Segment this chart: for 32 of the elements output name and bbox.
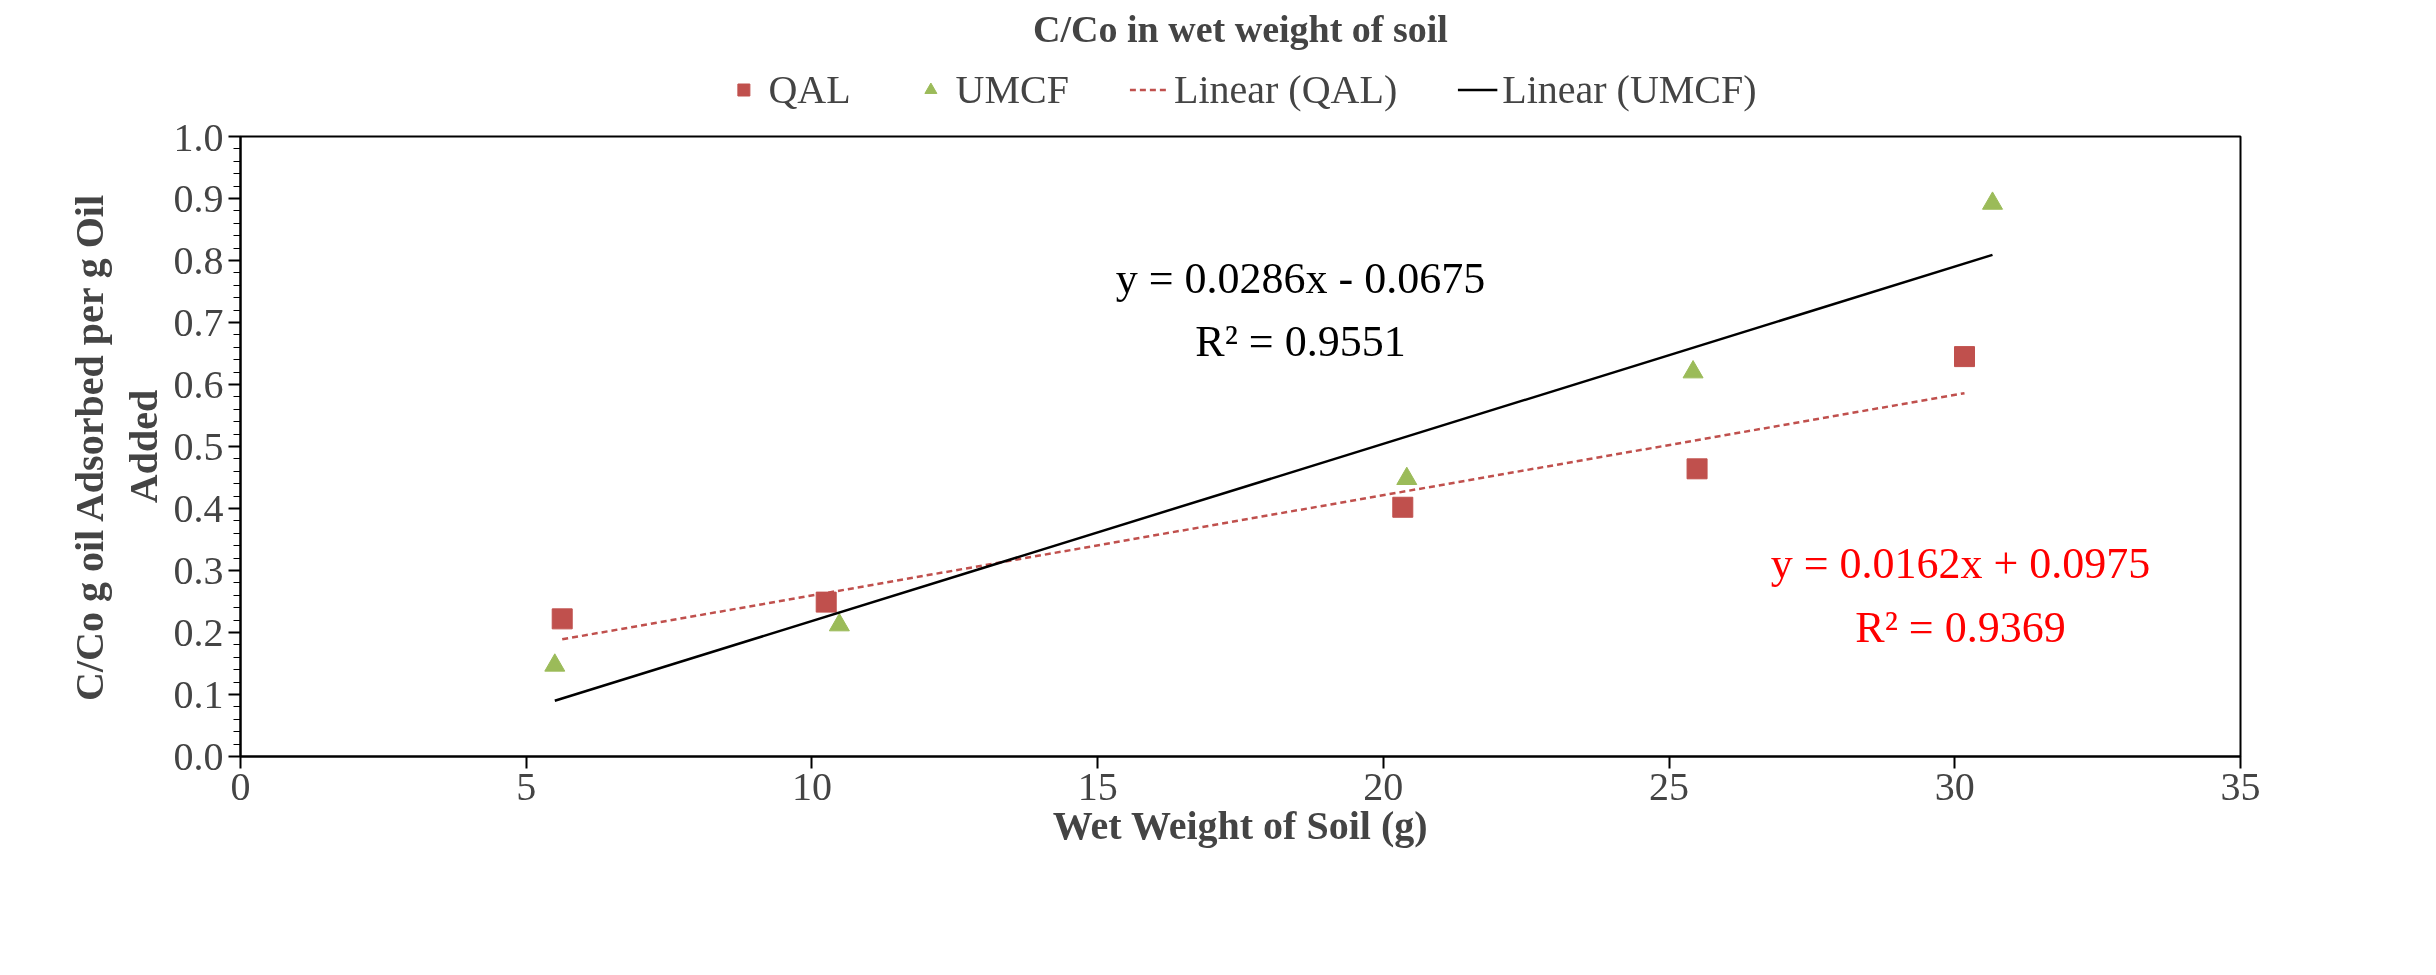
x-tick-label: 35 (2220, 763, 2261, 809)
y-tick-label: 1.0 (173, 114, 224, 160)
y-tick-label: 0.0 (173, 733, 224, 779)
y-tick-label: 0.5 (173, 423, 224, 469)
x-tick-label: 5 (516, 763, 537, 809)
point (1392, 496, 1414, 518)
legend-label: UMCF (955, 65, 1069, 113)
annotation: y = 0.0286x - 0.0675 R² = 0.9551 (1115, 253, 1486, 367)
x-tick-label: 10 (791, 763, 832, 809)
point (1982, 191, 2003, 210)
annotation: y = 0.0162x + 0.0975 R² = 0.9369 (1770, 538, 2151, 652)
legend-label: Linear (QAL) (1173, 65, 1398, 113)
point (815, 591, 837, 613)
point (1686, 458, 1708, 480)
y-tick-label: 0.1 (173, 671, 224, 717)
legend-label: QAL (768, 65, 851, 113)
x-tick-label: 25 (1649, 763, 1690, 809)
point (551, 608, 573, 630)
y-axis-title: C/Co g oil Adsorbed per g Oil Added (66, 194, 166, 701)
legend-label: Linear (UMCF) (1502, 65, 1757, 113)
y-tick-label: 0.6 (173, 361, 224, 407)
x-tick-label: 30 (1934, 763, 1975, 809)
y-tick-label: 0.9 (173, 175, 224, 221)
y-tick-label: 0.7 (173, 299, 224, 345)
y-tick-label: 0.3 (173, 547, 224, 593)
chart-title: C/Co in wet weight of soil (1033, 7, 1448, 50)
x-tick-label: 0 (230, 763, 251, 809)
y-tick-label: 0.2 (173, 609, 224, 655)
y-tick-label: 0.8 (173, 237, 224, 283)
point (1396, 466, 1418, 486)
point (1682, 360, 1704, 379)
y-tick-label: 0.4 (173, 485, 224, 531)
